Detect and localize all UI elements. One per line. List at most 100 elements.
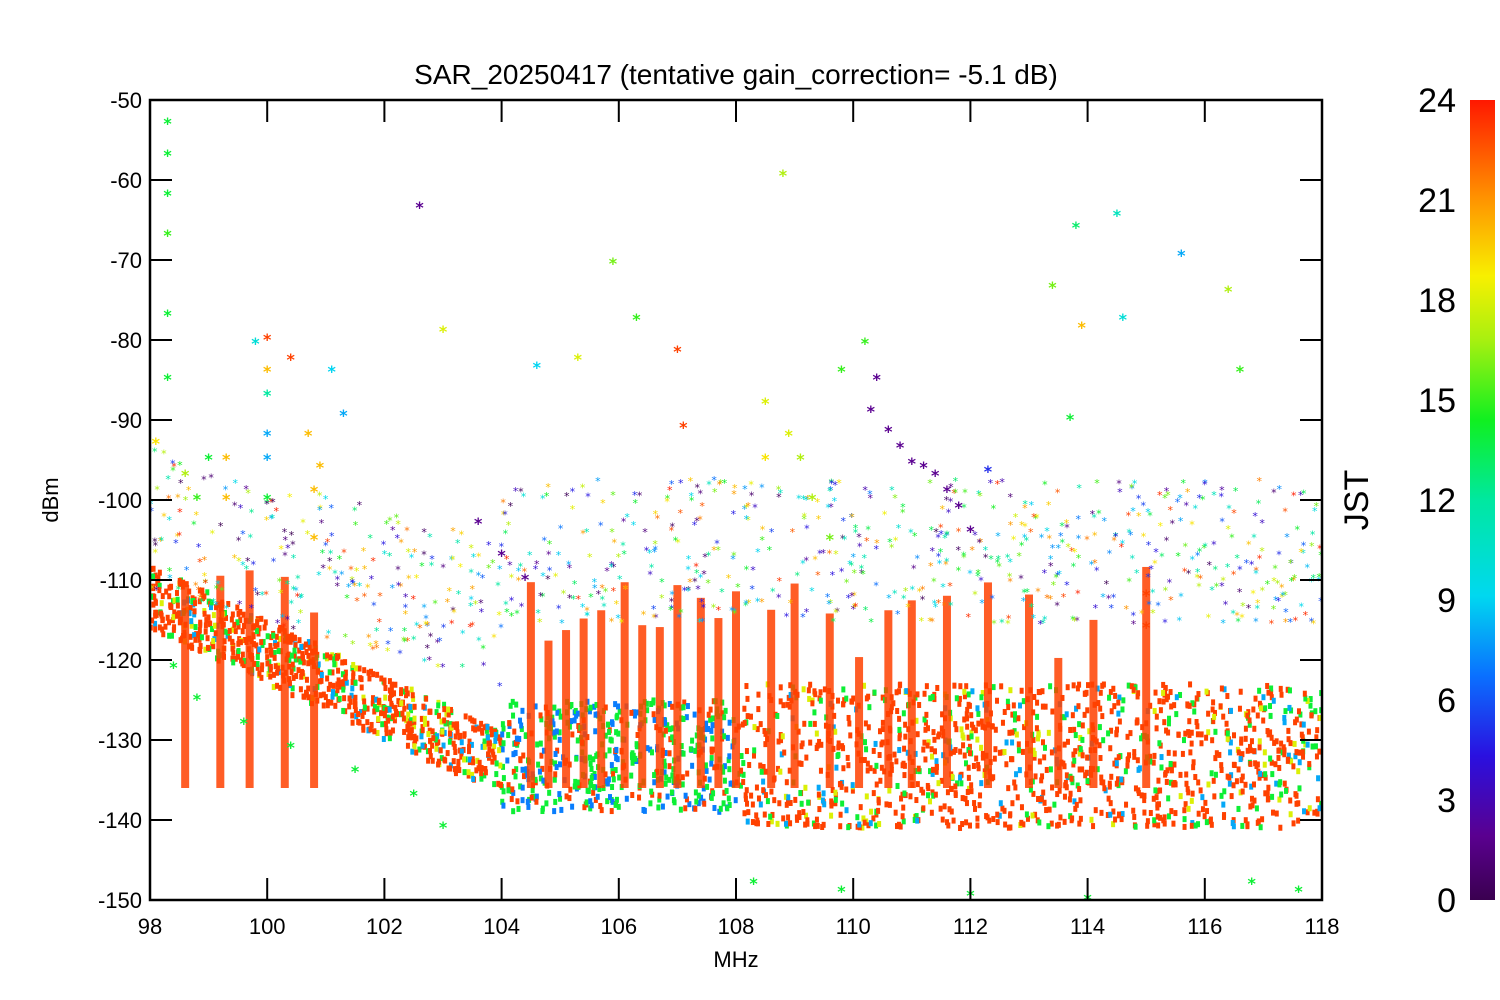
scatter-point: * [1175, 496, 1181, 509]
noise-sample [957, 695, 962, 702]
noise-sample [796, 728, 801, 735]
noise-sample [226, 600, 231, 607]
scatter-point: * [977, 536, 983, 549]
scatter-point: * [1280, 590, 1286, 603]
noise-sample [879, 764, 884, 771]
scatter-point: * [744, 513, 750, 526]
scatter-point: * [1005, 552, 1011, 565]
noise-sample [667, 700, 672, 707]
noise-sample [372, 708, 377, 715]
scatter-point: * [291, 552, 297, 565]
noise-sample [727, 753, 732, 760]
scatter-point: * [692, 519, 698, 532]
noise-sample [165, 614, 170, 621]
scatter-point: * [504, 606, 510, 619]
scatter-point: * [948, 495, 954, 508]
scatter-point: * [610, 489, 616, 502]
noise-sample [362, 708, 367, 715]
noise-sample [1012, 728, 1017, 735]
scatter-point: * [1058, 530, 1064, 543]
noise-sample [1067, 796, 1072, 803]
noise-sample [331, 682, 336, 689]
noise-sample [868, 765, 873, 772]
noise-sample [609, 762, 614, 769]
noise-sample [1153, 689, 1158, 696]
scatter-point: * [644, 544, 650, 557]
scatter-point: * [701, 568, 707, 581]
scatter-point: * [1251, 531, 1257, 544]
noise-sample [300, 670, 305, 677]
noise-sample [833, 728, 838, 735]
scatter-point: * [978, 575, 984, 588]
noise-sample [272, 649, 277, 656]
noise-sample [412, 718, 417, 725]
noise-sample [921, 746, 926, 753]
scatter-point: * [1257, 552, 1263, 565]
scatter-point: * [1282, 589, 1288, 602]
scatter-point: * [600, 497, 606, 510]
noise-sample [1031, 709, 1036, 716]
scatter-point: * [559, 617, 565, 630]
noise-sample [896, 688, 901, 695]
noise-sample [419, 733, 424, 740]
noise-sample [763, 730, 768, 737]
noise-sample [952, 682, 957, 689]
noise-sample [754, 820, 759, 827]
noise-sample [448, 721, 453, 728]
scatter-point: * [1253, 568, 1259, 581]
scatter-point: * [961, 551, 967, 564]
noise-sample [915, 817, 920, 824]
noise-sample [663, 727, 668, 734]
noise-sample [552, 704, 557, 711]
noise-sample [521, 773, 526, 780]
noise-sample [554, 728, 559, 735]
scatter-point: * [1237, 564, 1243, 577]
noise-sample [1297, 759, 1302, 766]
scatter-point: * [1223, 598, 1229, 611]
noise-sample [533, 776, 538, 783]
noise-sample [1174, 694, 1179, 701]
scatter-point: * [1005, 618, 1011, 631]
noise-sample [754, 784, 759, 791]
noise-sample [1140, 724, 1145, 731]
scatter-point: * [608, 561, 614, 574]
noise-sample [682, 699, 687, 706]
noise-sample [1236, 749, 1241, 756]
noise-sample [553, 750, 558, 757]
scatter-point: * [498, 622, 504, 635]
noise-sample [544, 800, 549, 807]
noise-sample [615, 756, 620, 763]
noise-sample [524, 766, 529, 773]
noise-sample [862, 819, 867, 826]
noise-sample [265, 660, 270, 667]
scatter-point: * [421, 526, 427, 539]
noise-sample [197, 587, 202, 594]
noise-sample [342, 695, 347, 702]
scatter-point: * [920, 594, 926, 607]
noise-sample [205, 644, 210, 651]
noise-sample [977, 802, 982, 809]
noise-sample [670, 734, 675, 741]
noise-sample [1266, 784, 1271, 791]
scatter-point: * [1031, 511, 1037, 524]
noise-sample [1262, 749, 1267, 756]
noise-sample [272, 654, 277, 661]
noise-sample [353, 694, 358, 701]
noise-sample [1148, 809, 1153, 816]
scatter-point: * [716, 604, 722, 617]
noise-sample [482, 743, 487, 750]
noise-sample [277, 636, 282, 643]
noise-sample [536, 761, 541, 768]
scatter-point: * [540, 591, 546, 604]
noise-sample [304, 648, 309, 655]
noise-sample [372, 728, 377, 735]
scatter-point: * [938, 546, 944, 559]
noise-sample [1248, 803, 1253, 810]
noise-sample [259, 666, 264, 673]
noise-sample [484, 727, 489, 734]
x-tick-label: 108 [718, 914, 755, 939]
scatter-point: * [931, 576, 937, 589]
scatter-point: * [584, 526, 590, 539]
noise-sample [255, 619, 260, 626]
